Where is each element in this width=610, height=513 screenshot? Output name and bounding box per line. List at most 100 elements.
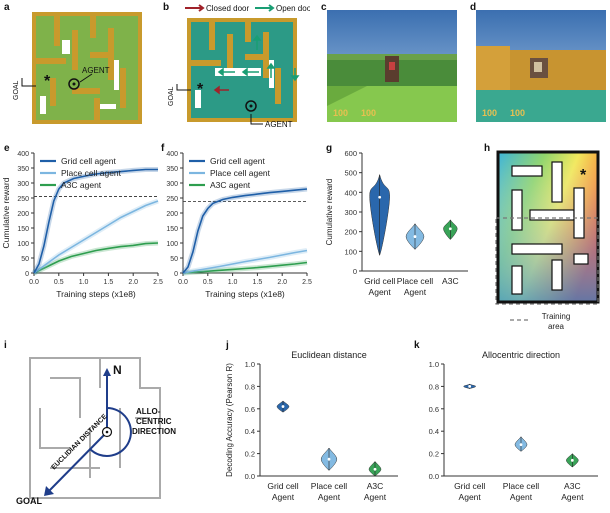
category-label-1: Place cell Agent bbox=[397, 276, 433, 297]
y-tick-label: 100 bbox=[166, 241, 178, 248]
y-tick-label: 300 bbox=[344, 208, 357, 217]
legend-closed: Closed door bbox=[206, 4, 249, 13]
hud-right-d: 100 bbox=[510, 108, 525, 118]
x-tick-label: 2.0 bbox=[128, 279, 138, 286]
x-tick-label: 1.5 bbox=[253, 279, 263, 286]
y-tick-label: 1.0 bbox=[429, 360, 439, 369]
y-tick-label: 0.2 bbox=[245, 450, 255, 459]
allo-label-2: CENTRIC bbox=[136, 417, 172, 426]
category-label-2: A3C Agent bbox=[561, 481, 584, 502]
y-tick-label: 1.0 bbox=[245, 360, 255, 369]
series-line-0 bbox=[33, 168, 158, 274]
y-axis-label: Decoding Accuracy (Pearson R) bbox=[225, 363, 234, 477]
agent-marker-b bbox=[245, 100, 257, 112]
legend-entry-2: A3C agent bbox=[61, 180, 102, 190]
violin-median-0 bbox=[378, 195, 382, 199]
category-label-0: Grid cell Agent bbox=[267, 481, 298, 502]
violin-chart-k: Allocentric direction 0.0 0.2 0.4 0.6 0.8 1.0 G… bbox=[429, 350, 598, 502]
series-line-2 bbox=[33, 242, 159, 274]
y-tick-label: 600 bbox=[344, 149, 357, 158]
series-line-2 bbox=[182, 261, 308, 274]
x-tick-label: 0.0 bbox=[29, 279, 39, 286]
svg-text:GOAL: GOAL bbox=[13, 80, 20, 100]
y-tick-label: 0.4 bbox=[245, 427, 255, 436]
y-tick-label: 50 bbox=[21, 256, 29, 263]
y-tick-label: 0 bbox=[353, 267, 357, 276]
first-person-view-c: 100 100 bbox=[327, 10, 457, 122]
y-tick-label: 250 bbox=[17, 196, 29, 203]
violin-median-2 bbox=[570, 458, 574, 462]
goal-label-i: GOAL bbox=[16, 496, 43, 506]
legend-open: Open door bbox=[276, 4, 310, 13]
series-line-0 bbox=[182, 188, 308, 274]
series-line-1 bbox=[33, 200, 159, 274]
y-tick-label: 0.6 bbox=[245, 405, 255, 414]
hud-right-c: 100 bbox=[361, 108, 376, 118]
y-tick-label: 400 bbox=[166, 151, 178, 158]
y-tick-label: 200 bbox=[166, 211, 178, 218]
y-axis-label: Cumulative reward bbox=[1, 177, 11, 248]
schematic-i: N EUCLIDIAN DISTANCE ALLO- CENTRIC DIREC… bbox=[16, 357, 176, 506]
goal-label-a: GOAL bbox=[13, 78, 36, 100]
agent-text-a: AGENT bbox=[82, 66, 110, 75]
x-tick-label: 1.0 bbox=[79, 279, 89, 286]
violin-median-2 bbox=[448, 227, 452, 231]
violin-median-0 bbox=[281, 405, 285, 408]
y-tick-label: 350 bbox=[17, 166, 29, 173]
y-axis-label: Cumulative reward bbox=[325, 179, 334, 246]
category-label-0: Grid cell Agent bbox=[364, 276, 395, 297]
legend-entry-1: Place cell agent bbox=[210, 168, 271, 178]
category-label-1: Place cell Agent bbox=[311, 481, 347, 502]
category-label-1: Place cell Agent bbox=[503, 481, 539, 502]
allo-label-1: ALLO- bbox=[136, 407, 161, 416]
x-tick-label: 0.5 bbox=[54, 279, 64, 286]
y-tick-label: 300 bbox=[17, 181, 29, 188]
y-tick-label: 0.6 bbox=[429, 405, 439, 414]
allo-label-3: DIRECTION bbox=[132, 427, 176, 436]
line-chart-e: 0 50 100 150 200 250 300 350 400 0.0 0.5 1.0 1.5 2.0 2… bbox=[1, 151, 163, 299]
violin-chart-g: 0 100 200 300 400 500 600 Cumulative reward Grid… bbox=[325, 149, 468, 297]
y-tick-label: 0.8 bbox=[245, 382, 255, 391]
panel-label-g: g bbox=[326, 143, 333, 154]
y-tick-label: 400 bbox=[344, 188, 357, 197]
panel-label-i: i bbox=[4, 340, 7, 351]
first-person-view-d: 100 100 bbox=[476, 10, 606, 122]
x-axis-label: Training steps (x1e8) bbox=[56, 289, 136, 299]
chart-title: Allocentric direction bbox=[482, 350, 560, 360]
y-tick-label: 100 bbox=[344, 247, 357, 256]
y-tick-label: 0.8 bbox=[429, 382, 439, 391]
star-goal-a: * bbox=[44, 73, 51, 90]
legend-entry-0: Grid cell agent bbox=[61, 156, 116, 166]
y-tick-label: 0 bbox=[174, 271, 178, 278]
training-area-label: Training area bbox=[541, 312, 571, 331]
y-tick-label: 0.0 bbox=[245, 472, 255, 481]
y-tick-label: 0 bbox=[25, 271, 29, 278]
maze-b: Closed door Open door * AGENT GOAL bbox=[168, 4, 310, 129]
y-tick-label: 400 bbox=[17, 151, 29, 158]
legend-entry-0: Grid cell agent bbox=[210, 156, 265, 166]
y-tick-label: 150 bbox=[17, 226, 29, 233]
series-line-1 bbox=[182, 249, 308, 274]
svg-text:GOAL: GOAL bbox=[168, 86, 175, 106]
legend-entry-1: Place cell agent bbox=[61, 168, 122, 178]
category-label-0: Grid cell Agent bbox=[454, 481, 485, 502]
training-area-box bbox=[495, 217, 599, 305]
panel-label-b: b bbox=[163, 2, 170, 13]
y-tick-label: 0.2 bbox=[429, 450, 439, 459]
panel-label-h: h bbox=[484, 143, 491, 154]
chart-title: Euclidean distance bbox=[291, 350, 367, 360]
north-label: N bbox=[113, 363, 122, 377]
violin-median-1 bbox=[413, 235, 417, 238]
hud-left-d: 100 bbox=[482, 108, 497, 118]
panel-label-a: a bbox=[4, 2, 10, 13]
agent-text-b: AGENT bbox=[265, 120, 293, 129]
category-label-2: A3C Agent bbox=[364, 481, 387, 502]
panel-label-f: f bbox=[161, 143, 165, 154]
y-tick-label: 300 bbox=[166, 181, 178, 188]
violin-median-2 bbox=[373, 467, 377, 471]
panel-label-c: c bbox=[321, 2, 327, 13]
y-tick-label: 0.0 bbox=[429, 472, 439, 481]
goal-label-b: GOAL bbox=[168, 84, 191, 106]
y-tick-label: 50 bbox=[170, 256, 178, 263]
violin-median-0 bbox=[468, 385, 472, 388]
